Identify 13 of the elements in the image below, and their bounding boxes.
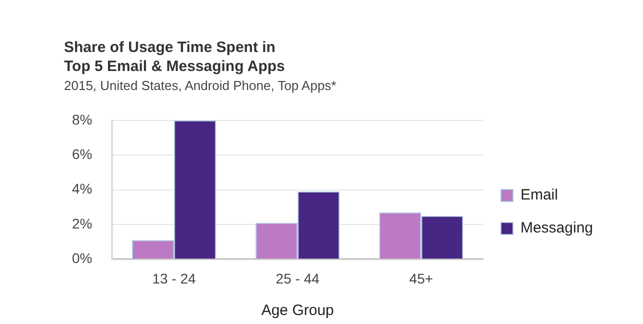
y-tick-label: 6% — [72, 146, 92, 162]
legend-label: Messaging — [520, 220, 594, 237]
y-tick-label: 8% — [72, 111, 92, 128]
x-tick-label: 25 - 44 — [276, 270, 320, 286]
chart-subtitle: 2015, United States, Android Phone, Top Apps* — [64, 78, 336, 93]
y-tick-label: 4% — [72, 180, 92, 197]
x-tick-label: 13 - 24 — [152, 270, 196, 286]
legend-label: Email — [520, 186, 558, 204]
y-tick-label: 0% — [72, 250, 92, 266]
x-tick-label: 45+ — [409, 270, 434, 286]
y-tick-label: 2% — [72, 215, 92, 232]
x-axis-title: Age Group — [261, 302, 334, 320]
chart-title: Share of Usage Time Spent in Top 5 Email & Messaging Apps — [64, 38, 285, 76]
